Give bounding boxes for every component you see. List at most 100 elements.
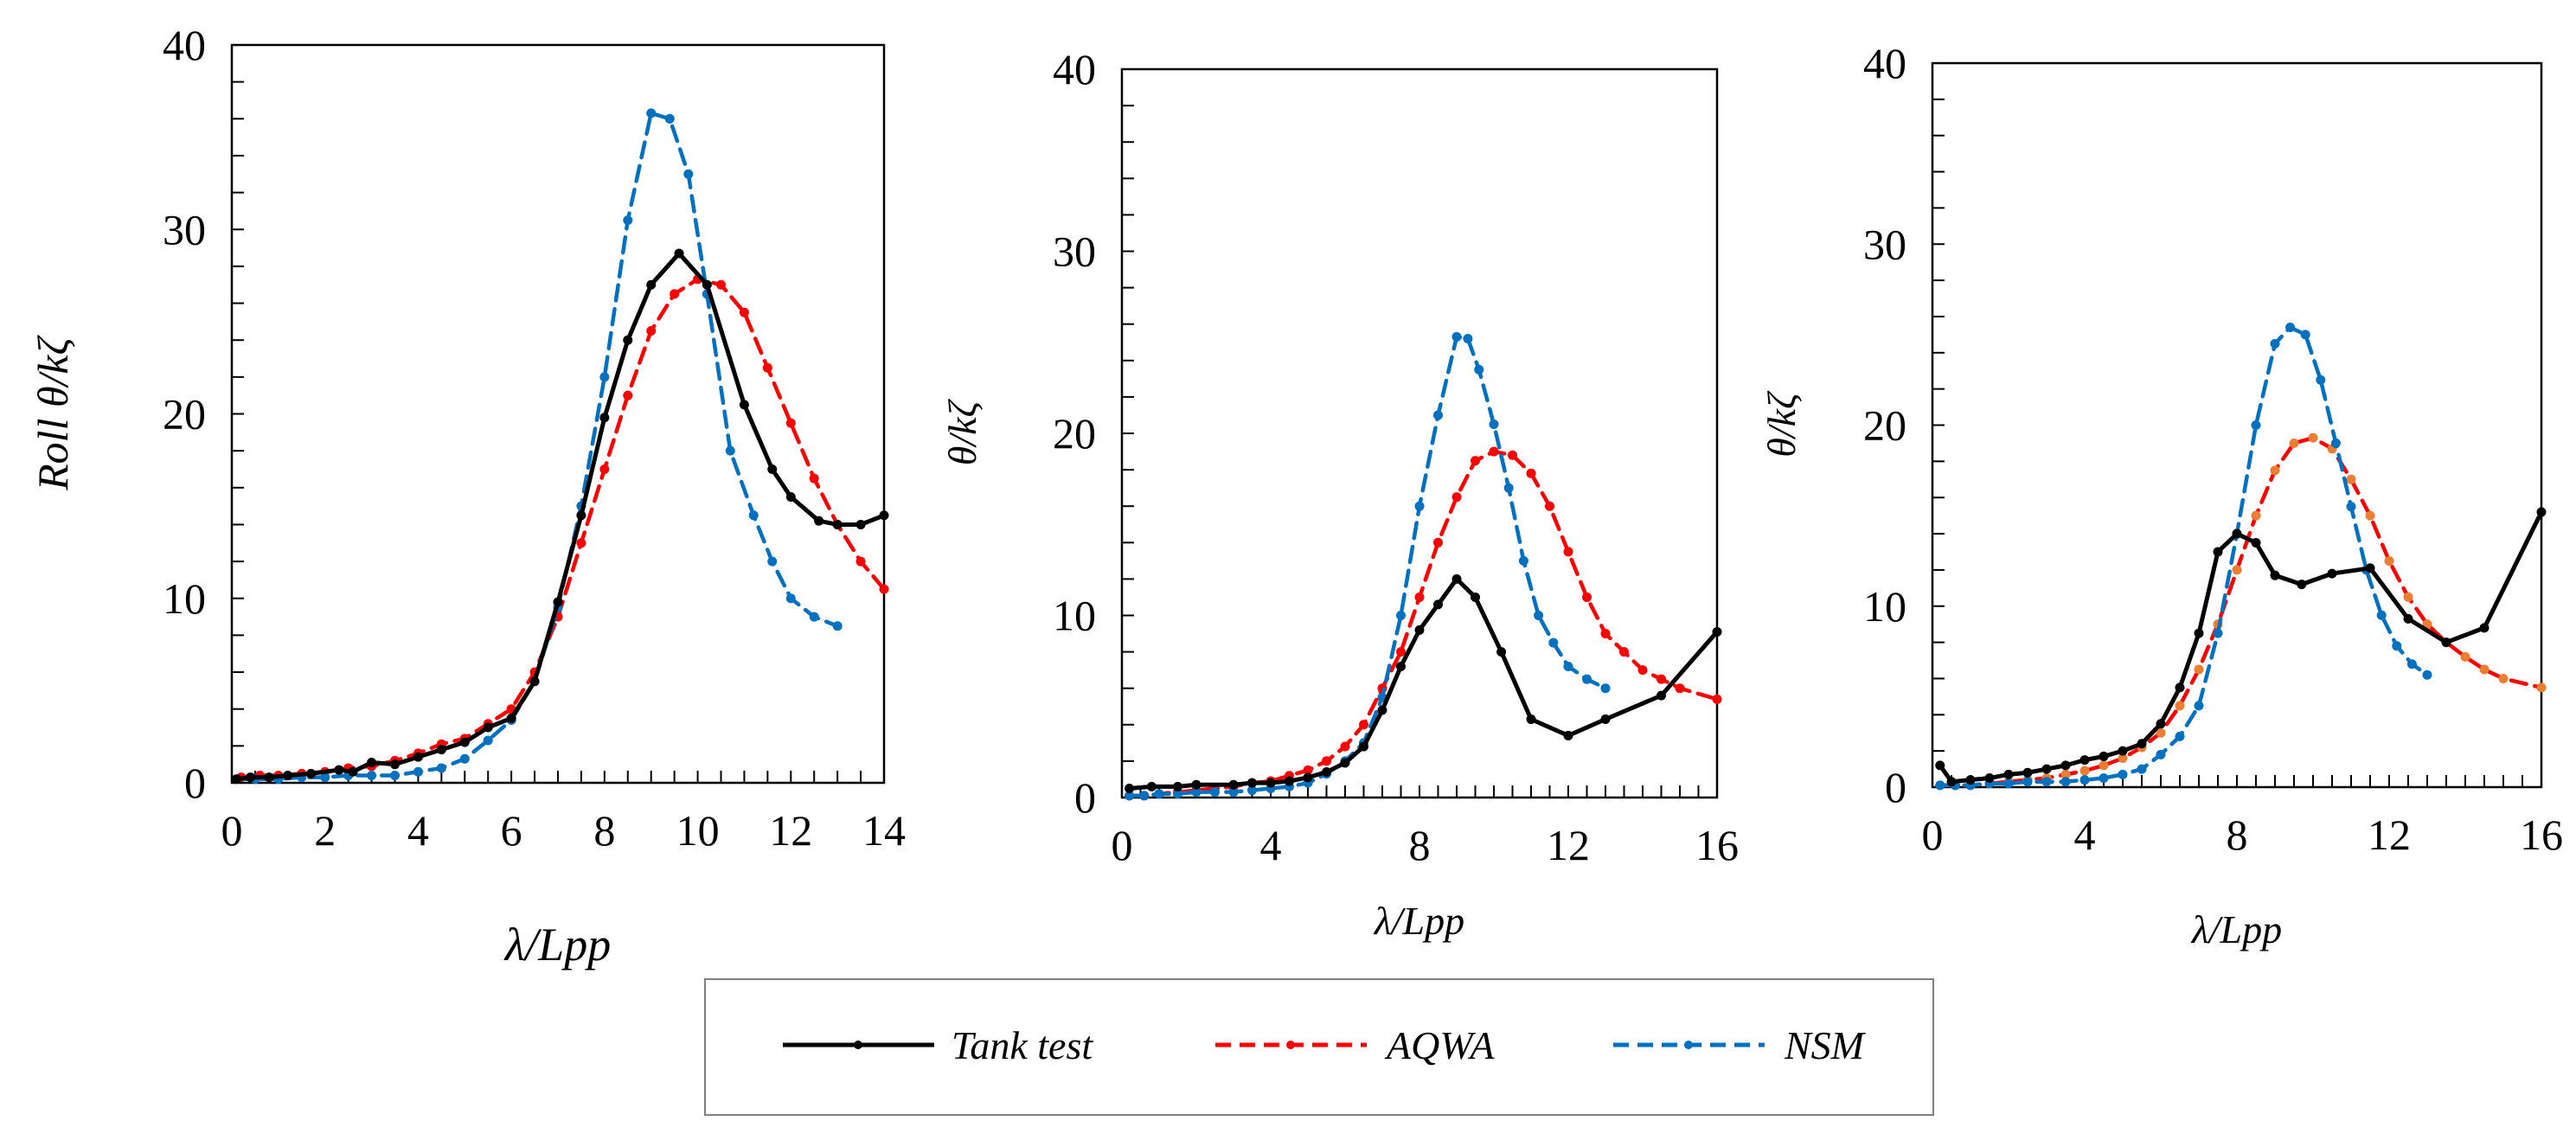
data-point-nsm xyxy=(1474,364,1484,375)
data-point-nsm xyxy=(2330,438,2341,448)
y-tick-label: 0 xyxy=(1074,773,1096,822)
legend-marker-nsm xyxy=(1684,1041,1693,1049)
data-point-tank-test xyxy=(1173,781,1182,791)
data-point-nsm xyxy=(390,770,400,780)
data-point-tank-test xyxy=(2536,507,2547,517)
data-point-aqwa xyxy=(576,538,586,548)
data-point-tank-test xyxy=(2251,538,2261,548)
data-point-nsm xyxy=(2060,777,2071,787)
data-point-nsm xyxy=(1139,791,1150,801)
y-tick-label: 30 xyxy=(1863,220,1906,268)
data-point-tank-test xyxy=(1340,758,1350,768)
data-point-tank-test xyxy=(2022,767,2033,778)
data-point-aqwa xyxy=(1322,756,1331,766)
series-tank-test-roll xyxy=(231,248,889,785)
data-point-aqwa xyxy=(2175,701,2185,711)
data-point-aqwa xyxy=(1451,492,1462,503)
y-tick-label: 10 xyxy=(163,574,206,623)
data-point-aqwa xyxy=(1489,446,1499,457)
data-point-nsm xyxy=(2270,338,2280,349)
data-point-tank-test xyxy=(1247,778,1257,788)
data-point-aqwa xyxy=(1563,547,1573,557)
data-point-nsm xyxy=(1173,789,1182,799)
x-tick-label: 2 xyxy=(314,806,336,855)
data-point-tank-test xyxy=(553,597,563,607)
data-point-nsm xyxy=(367,770,377,780)
data-point-nsm xyxy=(2194,701,2204,711)
data-point-nsm xyxy=(1396,611,1406,620)
data-point-aqwa xyxy=(599,464,610,474)
x-tick-label: 14 xyxy=(862,806,906,855)
data-point-nsm xyxy=(1563,661,1573,671)
data-point-aqwa xyxy=(1303,765,1313,775)
x-tick-label: 10 xyxy=(676,806,720,855)
data-point-nsm xyxy=(2213,628,2223,638)
data-point-nsm xyxy=(2118,769,2128,779)
data-point-nsm xyxy=(2251,420,2261,430)
data-point-aqwa xyxy=(1656,674,1666,684)
data-point-nsm xyxy=(483,735,493,746)
data-point-aqwa xyxy=(2099,760,2109,771)
series-line-aqwa xyxy=(239,277,887,779)
data-point-nsm xyxy=(2285,323,2296,333)
data-point-tank-test xyxy=(1303,772,1313,783)
data-point-nsm xyxy=(646,108,657,119)
series-tank-test-middle xyxy=(1125,573,1722,793)
data-point-aqwa xyxy=(2498,673,2509,683)
data-point-tank-test xyxy=(2118,746,2128,756)
y-tick-label: 0 xyxy=(1885,763,1906,811)
data-point-tank-test xyxy=(1526,714,1536,724)
data-point-aqwa xyxy=(1712,694,1722,704)
y-tick-label: 0 xyxy=(184,759,206,807)
data-point-tank-test xyxy=(334,765,344,775)
chart-panel-right: 0 4 8 12 16 0 10 20 30 40 λ/Lpp θ/kζ xyxy=(1759,39,2563,951)
y-tick-label: 40 xyxy=(1863,39,1906,87)
data-point-tank-test xyxy=(1322,767,1331,778)
x-tick-label: 4 xyxy=(1260,821,1282,869)
data-point-nsm xyxy=(320,772,330,783)
data-point-aqwa xyxy=(1545,501,1554,511)
data-point-nsm xyxy=(2137,764,2147,774)
data-point-aqwa xyxy=(1675,683,1685,694)
data-point-tank-test xyxy=(1563,730,1573,740)
x-tick-label: 0 xyxy=(1112,821,1133,869)
series-line-nsm xyxy=(1938,325,2430,788)
data-point-aqwa xyxy=(739,307,749,317)
x-tick-label: 12 xyxy=(1547,821,1590,869)
x-tick-label: 8 xyxy=(593,806,615,855)
data-point-nsm xyxy=(2022,777,2033,787)
data-point-nsm xyxy=(2392,641,2402,651)
data-point-aqwa xyxy=(2194,664,2204,675)
y-tick-label: 30 xyxy=(163,205,206,253)
data-point-tank-test xyxy=(739,400,749,410)
data-point-tank-test xyxy=(1433,599,1443,610)
data-point-aqwa xyxy=(1414,592,1425,602)
data-point-nsm xyxy=(1600,683,1611,694)
data-point-tank-test xyxy=(767,464,778,474)
data-point-tank-test xyxy=(855,519,866,529)
data-point-aqwa xyxy=(1508,450,1517,460)
x-tick-label: 8 xyxy=(2227,810,2248,859)
data-point-aqwa xyxy=(2118,753,2128,764)
y-tick-label: 30 xyxy=(1053,227,1096,276)
data-point-tank-test xyxy=(1984,773,1995,784)
legend-item-tank-test: Tank test xyxy=(783,1023,1093,1067)
data-point-nsm xyxy=(599,372,610,382)
data-point-nsm xyxy=(1489,419,1499,429)
data-point-tank-test xyxy=(246,772,256,783)
x-tick-label: 12 xyxy=(2368,810,2411,859)
x-tick-label: 8 xyxy=(1409,821,1431,869)
series-line-aqwa xyxy=(1938,435,2544,788)
data-point-tank-test xyxy=(436,745,446,755)
y-tick-label: 40 xyxy=(163,21,206,69)
data-point-tank-test xyxy=(1656,690,1666,701)
data-point-nsm xyxy=(2346,502,2356,512)
data-point-aqwa xyxy=(2403,592,2413,602)
plot-frame-right xyxy=(1931,61,2543,789)
y-axis-title-roll: Roll θ/kζ xyxy=(29,334,77,490)
x-axis-title-roll: λ/Lpp xyxy=(503,919,611,971)
data-point-aqwa xyxy=(1396,647,1406,657)
data-point-tank-test xyxy=(264,772,274,783)
data-point-tank-test xyxy=(2327,568,2337,579)
data-point-aqwa xyxy=(2060,769,2071,779)
